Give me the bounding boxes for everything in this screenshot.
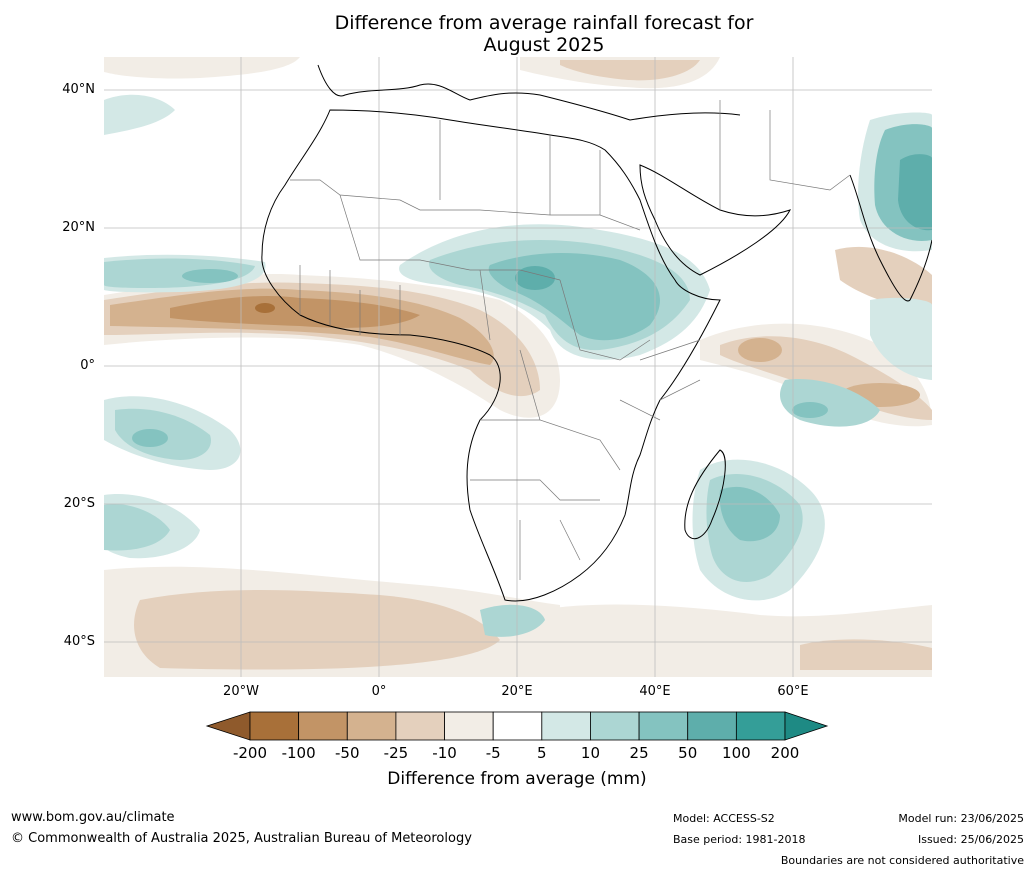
colorbar-tick-label: 50 (678, 744, 698, 762)
coastlines (261, 64, 932, 602)
colorbar-tick-label: -200 (232, 744, 268, 762)
colorbar-segment (687, 711, 737, 741)
lat-label-40n: 40°N (62, 82, 95, 97)
lon-label-20w: 20°W (223, 684, 259, 699)
colorbar-segment (346, 711, 397, 741)
lat-label-40s: 40°S (63, 634, 95, 649)
lat-label-0: 0° (80, 358, 95, 373)
footer-model: Model: ACCESS-S2 (673, 812, 775, 825)
colorbar-segment (444, 711, 494, 741)
lon-label-40e: 40°E (639, 684, 671, 699)
colorbar-tick-label: 25 (629, 744, 649, 762)
colorbar (205, 711, 829, 741)
map-title-line1: Difference from average rainfall forecas… (334, 12, 754, 34)
colorbar-segment (298, 711, 348, 741)
rainfall-anomaly-field (104, 57, 932, 677)
map-title-line2: August 2025 (483, 34, 605, 56)
colorbar-segment (638, 711, 689, 741)
footer-copyright: © Commonwealth of Australia 2025, Austra… (11, 831, 472, 846)
lon-label-0: 0° (371, 684, 387, 699)
footer-model-run: Model run: 23/06/2025 (898, 812, 1024, 825)
colorbar-segment (590, 711, 640, 741)
colorbar-segment (541, 711, 591, 741)
colorbar-tick-label: 200 (770, 744, 800, 762)
colorbar-tick-label: 5 (537, 744, 547, 762)
lat-label-20n: 20°N (62, 220, 95, 235)
colorbar-segment (735, 711, 786, 741)
lon-label-20e: 20°E (501, 684, 533, 699)
graticule (104, 57, 932, 677)
footer-url[interactable]: www.bom.gov.au/climate (11, 810, 175, 825)
footer-disclaimer: Boundaries are not considered authoritat… (780, 854, 1024, 867)
colorbar-tick-label: -50 (335, 744, 360, 762)
colorbar-tick-label: -5 (485, 744, 501, 762)
footer-base-period: Base period: 1981-2018 (673, 833, 806, 846)
lat-label-20s: 20°S (63, 496, 95, 511)
colorbar-tick-label: 100 (722, 744, 751, 762)
colorbar-tick-label: 10 (580, 744, 600, 762)
colorbar-over-arrow (784, 711, 829, 741)
colorbar-title: Difference from average (mm) (387, 769, 647, 789)
colorbar-tick-label: -10 (432, 744, 457, 762)
colorbar-under-arrow (205, 711, 251, 741)
colorbar-segment (395, 711, 445, 741)
colorbar-segment (249, 711, 300, 741)
colorbar-segment (492, 711, 543, 741)
colorbar-tick-label: -25 (383, 744, 409, 762)
lon-label-60e: 60°E (777, 684, 809, 699)
footer-issued: Issued: 25/06/2025 (917, 833, 1024, 846)
colorbar-tick-label: -100 (281, 744, 316, 762)
